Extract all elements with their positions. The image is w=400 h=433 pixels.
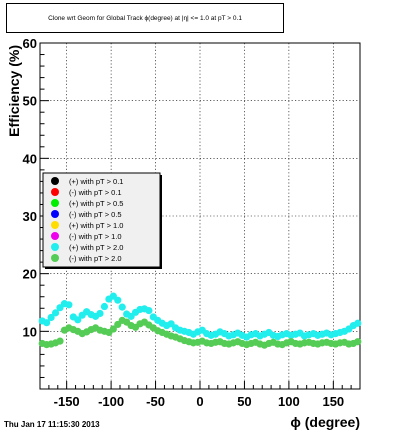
y-tick-label: 30: [23, 209, 37, 224]
y-tick-label: 20: [23, 267, 37, 282]
legend-marker: [51, 243, 59, 251]
x-tick-label: -50: [146, 394, 165, 409]
data-point: [118, 303, 126, 311]
y-tick-label: 10: [23, 324, 37, 339]
legend-entry: (+) with pT > 2.0: [69, 243, 123, 252]
legend-entry: (-) with pT > 0.5: [69, 210, 122, 219]
y-axis-label: Efficiency (%): [6, 45, 22, 137]
legend-entry: (-) with pT > 2.0: [69, 254, 122, 263]
data-point: [96, 309, 104, 318]
plot-title-box: Clone wrt Geom for Global Track ϕ(degree…: [6, 3, 284, 33]
y-tick-label: 60: [23, 36, 37, 51]
x-tick-label: -100: [98, 394, 124, 409]
data-point: [56, 337, 64, 345]
legend-box: [42, 172, 161, 268]
data-point: [109, 325, 117, 333]
legend-marker: [51, 254, 59, 262]
plot-title: Clone wrt Geom for Global Track ϕ(degree…: [48, 14, 242, 22]
legend-marker: [51, 199, 59, 207]
legend-entry: (+) with pT > 0.5: [69, 199, 123, 208]
legend-marker: [51, 188, 59, 196]
x-tick-label: -150: [54, 394, 80, 409]
data-point: [114, 296, 122, 304]
legend-marker: [51, 221, 59, 229]
data-point: [354, 319, 362, 327]
legend-marker: [51, 177, 59, 185]
data-point: [65, 301, 73, 309]
legend-entry: (-) with pT > 1.0: [69, 232, 122, 241]
legend-marker: [51, 210, 59, 218]
data-point: [47, 313, 55, 322]
legend-marker: [51, 232, 59, 240]
data-point: [51, 309, 60, 317]
y-tick-label: 50: [23, 94, 37, 109]
x-tick-label: 0: [196, 394, 203, 409]
data-point: [100, 302, 109, 311]
x-tick-label: 50: [237, 394, 251, 409]
x-axis-label: ϕ (degree): [290, 414, 360, 430]
legend-entry: (+) with pT > 0.1: [69, 177, 123, 186]
x-tick-label: 150: [322, 394, 344, 409]
data-point: [354, 338, 362, 346]
data-point: [43, 319, 51, 327]
data-point: [74, 316, 82, 324]
x-tick-label: 100: [278, 394, 300, 409]
data-point: [145, 306, 153, 315]
legend-entry: (+) with pT > 1.0: [69, 221, 123, 230]
timestamp-footer: Thu Jan 17 11:15:30 2013: [4, 420, 100, 429]
y-tick-label: 40: [23, 151, 37, 166]
legend-entry: (-) with pT > 0.1: [69, 188, 122, 197]
